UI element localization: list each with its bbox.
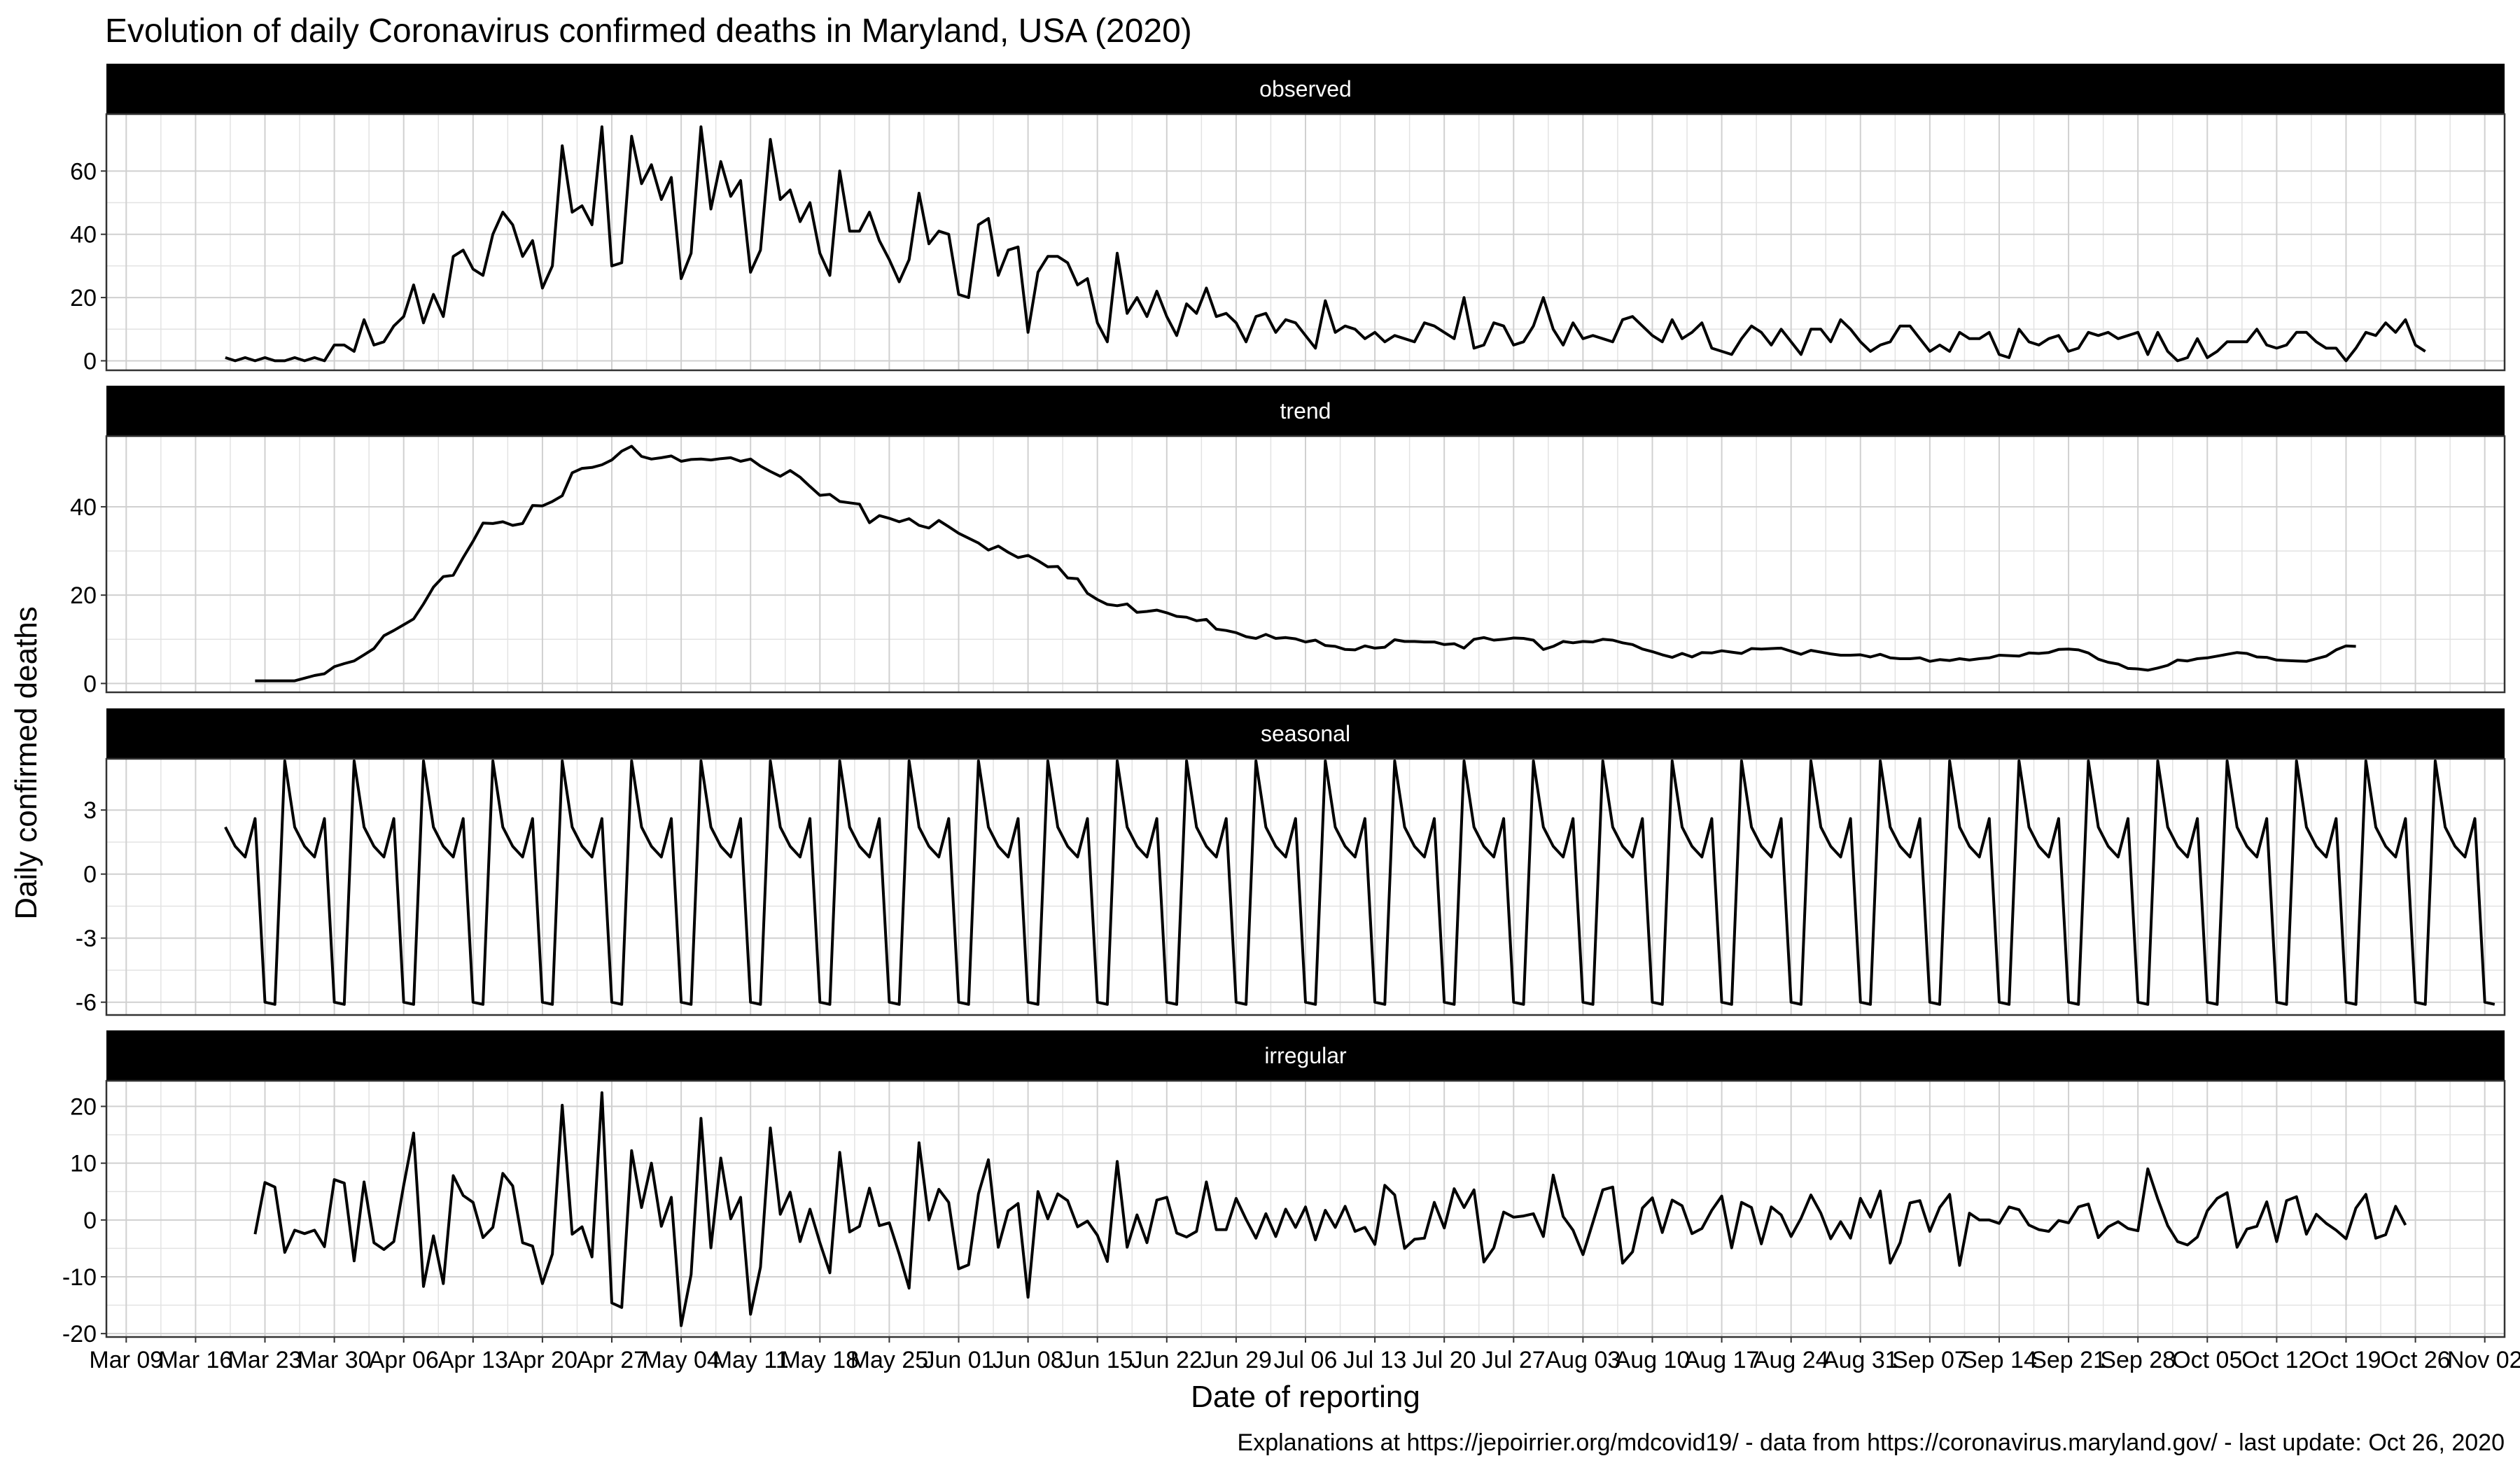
- chart-caption: Explanations at https://jepoirrier.org/m…: [1238, 1429, 2505, 1456]
- x-tick-label: May 04: [642, 1347, 720, 1373]
- grid-irregular: [106, 1081, 2505, 1337]
- y-tick-label: 20: [70, 582, 97, 609]
- x-tick-label: Sep 14: [1961, 1347, 2037, 1373]
- x-tick-label: Aug 24: [1754, 1347, 1829, 1373]
- x-tick-label: Jul 20: [1413, 1347, 1476, 1373]
- series-line-irregular: [253, 1091, 2407, 1327]
- y-tick-label: 3: [83, 797, 97, 824]
- x-tick-label: Jun 08: [993, 1347, 1064, 1373]
- panel-irregular: irregular -20 -10 0 10 20: [62, 1030, 2506, 1348]
- series-line-observed: [225, 125, 2426, 363]
- strip-label-irregular: irregular: [1264, 1043, 1347, 1068]
- x-tick-label: Aug 10: [1615, 1347, 1690, 1373]
- y-tick-label: 0: [83, 348, 97, 374]
- strip-seasonal: [106, 708, 2505, 759]
- x-tick-label: Apr 13: [438, 1347, 508, 1373]
- strip-irregular: [106, 1030, 2505, 1081]
- x-tick-label: May 11: [713, 1347, 789, 1373]
- x-tick-label: Mar 23: [228, 1347, 302, 1373]
- x-tick-label: Jun 29: [1200, 1347, 1272, 1373]
- strip-label-observed: observed: [1259, 76, 1352, 102]
- panel-border-trend: [105, 435, 2506, 694]
- panel-seasonal: seasonal -6 -3 0 3: [76, 708, 2506, 1016]
- y-tick-label: 20: [70, 285, 97, 312]
- x-tick-label: Jul 27: [1482, 1347, 1546, 1373]
- x-tick-label: Nov 02: [2447, 1347, 2520, 1373]
- x-tick-label: May 18: [781, 1347, 860, 1373]
- panel-border-seasonal: [105, 757, 2506, 1016]
- series-line-seasonal: [224, 760, 2496, 1006]
- y-tick-label: 10: [70, 1151, 97, 1177]
- panel-trend: trend 0 20 40: [70, 386, 2506, 697]
- x-tick-label: Sep 21: [2031, 1347, 2106, 1373]
- x-tick-label: Oct 19: [2311, 1347, 2381, 1373]
- x-tick-label: Jun 22: [1131, 1347, 1203, 1373]
- strip-observed: [106, 64, 2505, 114]
- y-tick-label: 40: [70, 494, 97, 521]
- x-tick-label: May 25: [850, 1347, 929, 1373]
- x-tick-label: Apr 20: [507, 1347, 578, 1373]
- panel-observed: observed 0 20 40 60: [70, 64, 2506, 374]
- x-tick-label: Mar 09: [89, 1347, 163, 1373]
- x-tick-label: Mar 16: [158, 1347, 232, 1373]
- x-tick-label: Oct 26: [2381, 1347, 2451, 1373]
- strip-trend: [106, 386, 2505, 436]
- x-tick-label: Sep 07: [1892, 1347, 1968, 1373]
- y-tick-label: 20: [70, 1094, 97, 1121]
- x-tick-label: Aug 17: [1684, 1347, 1760, 1373]
- y-axis-title: Daily confirmed deaths: [9, 606, 43, 920]
- y-tick-label: 0: [83, 1208, 97, 1234]
- x-tick-label: Aug 03: [1546, 1347, 1621, 1373]
- x-tick-label: Sep 28: [2100, 1347, 2176, 1373]
- y-tick-label: -20: [62, 1321, 97, 1348]
- grid-observed: [106, 114, 2505, 370]
- y-tick-label: -6: [76, 990, 97, 1016]
- x-tick-label: Aug 31: [1823, 1347, 1898, 1373]
- y-tick-label: -3: [76, 925, 97, 952]
- x-tick-label: Jun 15: [1062, 1347, 1133, 1373]
- panels-container: observed 0 20 40 60 trend 0 20 40 seasonal -6 -3 0 3 i…: [62, 64, 2520, 1373]
- strip-label-seasonal: seasonal: [1261, 721, 1350, 746]
- x-axis-title: Date of reporting: [1191, 1380, 1420, 1414]
- x-tick-label: Oct 05: [2172, 1347, 2242, 1373]
- y-tick-label: -10: [62, 1264, 97, 1291]
- y-tick-label: 40: [70, 222, 97, 248]
- x-tick-label: Oct 12: [2241, 1347, 2311, 1373]
- x-tick-label: Jul 13: [1343, 1347, 1407, 1373]
- chart-title: Evolution of daily Coronavirus confirmed…: [105, 13, 1192, 50]
- y-tick-label: 60: [70, 158, 97, 185]
- x-tick-label: Jul 06: [1274, 1347, 1338, 1373]
- y-tick-label: 0: [83, 862, 97, 888]
- x-tick-label: Jun 01: [923, 1347, 994, 1373]
- panel-border-observed: [105, 113, 2506, 372]
- grid-trend: [106, 436, 2505, 692]
- y-tick-label: 0: [83, 671, 97, 697]
- x-tick-label: Mar 30: [298, 1347, 372, 1373]
- x-tick-label: Apr 06: [369, 1347, 439, 1373]
- strip-label-trend: trend: [1280, 398, 1331, 424]
- x-tick-label: Apr 27: [577, 1347, 647, 1373]
- series-line-trend: [255, 444, 2356, 682]
